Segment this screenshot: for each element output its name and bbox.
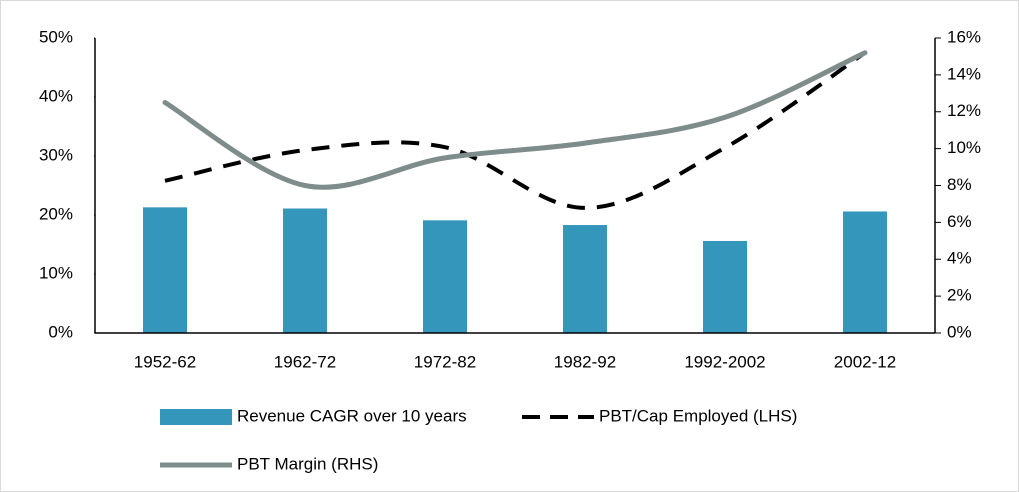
y-tick-label: 40%	[39, 86, 73, 105]
y-tick-label: 20%	[39, 204, 73, 223]
legend-label: PBT Margin (RHS)	[237, 454, 378, 473]
x-tick-label: 1982-92	[554, 352, 616, 371]
y2-tick-label: 4%	[947, 249, 972, 268]
legend-swatch	[160, 409, 232, 425]
y-tick-label: 0%	[48, 322, 73, 341]
x-tick-label: 2002-12	[834, 352, 896, 371]
bar	[703, 240, 747, 333]
bar	[143, 207, 187, 333]
line	[162, 50, 868, 190]
y-tick-label: 50%	[39, 27, 73, 46]
x-tick-label: 1972-82	[414, 352, 476, 371]
y2-tick-label: 2%	[947, 286, 972, 305]
y-tick-label: 30%	[39, 145, 73, 164]
bar	[283, 208, 327, 333]
y2-tick-label: 10%	[947, 138, 981, 157]
y2-tick-label: 6%	[947, 212, 972, 231]
y2-tick-label: 0%	[947, 322, 972, 341]
legend-label: Revenue CAGR over 10 years	[237, 406, 467, 425]
bar	[563, 225, 607, 333]
bar	[843, 211, 887, 333]
y2-tick-label: 16%	[947, 27, 981, 46]
x-tick-label: 1992-2002	[684, 352, 765, 371]
legend-label: PBT/Cap Employed (LHS)	[599, 406, 797, 425]
line	[164, 51, 867, 210]
y-tick-label: 10%	[39, 263, 73, 282]
y2-tick-label: 12%	[947, 101, 981, 120]
x-tick-label: 1952-62	[134, 352, 196, 371]
y2-tick-label: 8%	[947, 175, 972, 194]
y2-tick-label: 14%	[947, 64, 981, 83]
bar	[423, 220, 467, 333]
x-tick-label: 1962-72	[274, 352, 336, 371]
